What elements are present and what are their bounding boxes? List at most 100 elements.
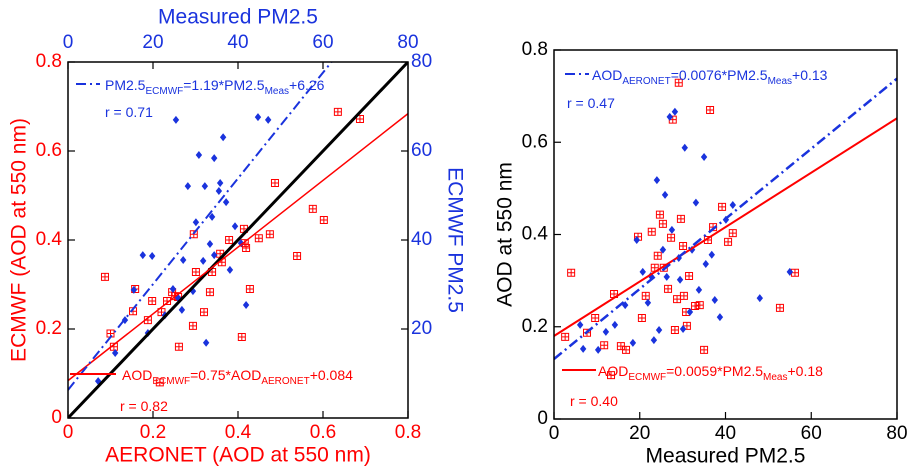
square-point xyxy=(706,105,715,114)
diamond-point xyxy=(639,267,646,276)
diamond-point xyxy=(611,320,619,329)
y2-axis-label: ECMWF PM2.5 xyxy=(443,167,466,313)
annotation-subscript: AERONET xyxy=(261,376,309,387)
annotation-part: +0.18 xyxy=(787,363,823,379)
fit-line xyxy=(554,77,897,361)
annotation-part: r = 0.47 xyxy=(567,95,615,111)
top-tick-label: 60 xyxy=(312,32,333,53)
bottom-tick-label: 0.4 xyxy=(225,422,252,443)
square-point xyxy=(610,290,619,299)
plot-frame xyxy=(67,61,409,419)
diamond-point xyxy=(668,225,676,234)
diamond-point xyxy=(702,260,709,269)
square-point xyxy=(319,215,328,224)
square-point xyxy=(245,284,254,293)
left-tick-label: 0.8 xyxy=(522,39,548,60)
square-point xyxy=(600,341,609,350)
left-tick-label: 0.2 xyxy=(522,316,548,337)
x2-axis-label: Measured PM2.5 xyxy=(158,6,318,29)
diamond-point xyxy=(661,190,669,199)
square-point xyxy=(685,272,694,281)
y-axis-label: AOD at 550 nm xyxy=(494,162,517,307)
top-tick-label: 0 xyxy=(63,32,74,53)
diamond-point xyxy=(211,154,218,163)
diamond-point xyxy=(679,325,687,334)
square-point xyxy=(607,371,616,380)
bottom-tick-label: 20 xyxy=(629,423,650,444)
annotation-part: +0.084 xyxy=(310,367,353,383)
diamond-point xyxy=(184,182,192,191)
annotation-part: AOD xyxy=(598,363,628,379)
annotation-subscript: Meas xyxy=(768,76,792,87)
x-axis-label: AERONET (AOD at 550 nm) xyxy=(105,444,371,467)
diamond-point xyxy=(594,345,602,354)
bottom-tick-label: 80 xyxy=(886,423,907,444)
bottom-tick-label: 0.6 xyxy=(310,422,336,443)
right-tick-label: 40 xyxy=(411,229,432,250)
diamond-point xyxy=(172,115,180,124)
diamond-point xyxy=(216,179,224,188)
square-point xyxy=(148,296,157,305)
diamond-point xyxy=(711,295,718,304)
square-point xyxy=(700,345,709,354)
bottom-tick-label: 0.8 xyxy=(395,422,421,443)
square-point xyxy=(718,202,727,211)
square-point xyxy=(775,303,784,312)
diamond-point xyxy=(602,327,610,336)
fit-line xyxy=(68,62,408,418)
square-point xyxy=(724,237,733,246)
diamond-point xyxy=(695,285,703,294)
diamond-point xyxy=(231,222,239,231)
diamond-point xyxy=(644,298,652,307)
square-point xyxy=(650,263,659,272)
diamond-point xyxy=(671,107,679,116)
diamond-point xyxy=(659,245,667,254)
annotation: r = 0.71 xyxy=(105,104,153,120)
square-point xyxy=(188,321,197,330)
bottom-tick-label: 60 xyxy=(801,423,822,444)
square-point xyxy=(174,342,183,351)
diamond-point xyxy=(686,307,694,316)
annotation-subscript: Meas xyxy=(265,86,289,97)
diamond-point xyxy=(716,313,724,322)
annotation-part: AOD xyxy=(122,367,152,383)
square-point xyxy=(790,268,799,277)
annotation-part: =0.0059*PM2.5 xyxy=(666,363,763,379)
diamond-point xyxy=(756,294,763,303)
square-point xyxy=(355,114,364,123)
square-point xyxy=(667,233,676,242)
diamond-point xyxy=(202,338,210,347)
bottom-tick-label: 0 xyxy=(63,422,74,443)
annotation-part: =0.75*AOD xyxy=(190,367,261,383)
diamond-point xyxy=(708,250,715,259)
annotation-subscript: ECMWF xyxy=(152,376,190,387)
diamond-point xyxy=(206,240,214,249)
diamond-point xyxy=(130,285,138,294)
fit-line xyxy=(554,117,897,337)
right-tick-label: 60 xyxy=(411,140,432,161)
left-tick-label: 0.4 xyxy=(36,229,63,250)
diamond-point xyxy=(222,198,230,207)
diamond-point xyxy=(576,320,584,329)
diamond-point xyxy=(264,115,272,124)
square-point xyxy=(237,333,246,342)
square-point xyxy=(591,313,600,322)
square-point xyxy=(658,219,667,228)
square-point xyxy=(561,332,570,341)
right-tick-label: 80 xyxy=(411,51,432,72)
diamond-point xyxy=(786,267,794,276)
diamond-point xyxy=(676,275,684,284)
square-point xyxy=(653,251,662,260)
left-tick-label: 0.2 xyxy=(36,318,62,339)
square-point xyxy=(242,244,251,253)
square-point xyxy=(641,291,650,300)
square-point xyxy=(674,78,683,87)
diamond-point xyxy=(692,198,700,207)
annotation-subscript: ECMWF xyxy=(628,372,666,383)
annotation: r = 0.40 xyxy=(570,393,618,409)
bottom-tick-label: 0.2 xyxy=(140,422,166,443)
diamond-point xyxy=(629,338,637,347)
square-point xyxy=(254,234,263,243)
annotation-part: r = 0.82 xyxy=(120,398,168,414)
